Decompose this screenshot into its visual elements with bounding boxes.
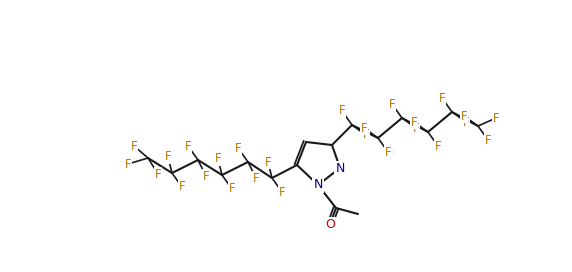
Text: F: F <box>185 140 191 153</box>
Text: N: N <box>313 178 323 191</box>
Text: F: F <box>389 97 395 110</box>
Text: F: F <box>361 122 367 134</box>
Text: F: F <box>363 128 370 141</box>
Text: F: F <box>165 150 171 163</box>
Text: F: F <box>339 104 345 118</box>
Text: F: F <box>229 183 235 196</box>
Text: O: O <box>325 218 335 230</box>
Text: F: F <box>439 91 446 104</box>
Text: F: F <box>492 112 499 125</box>
Text: F: F <box>265 156 271 168</box>
Text: F: F <box>385 146 391 159</box>
Text: F: F <box>460 110 467 122</box>
Text: F: F <box>279 186 285 199</box>
Text: N: N <box>335 162 345 175</box>
Text: F: F <box>435 140 442 153</box>
Text: F: F <box>253 172 259 184</box>
Text: F: F <box>178 181 185 193</box>
Text: F: F <box>154 168 161 181</box>
Text: F: F <box>484 134 491 147</box>
Text: F: F <box>412 122 419 134</box>
Text: F: F <box>202 169 209 183</box>
Text: F: F <box>411 116 418 128</box>
Text: F: F <box>125 157 132 171</box>
Text: F: F <box>214 153 221 165</box>
Text: F: F <box>463 116 469 128</box>
Text: F: F <box>235 141 241 154</box>
Text: F: F <box>130 140 137 153</box>
